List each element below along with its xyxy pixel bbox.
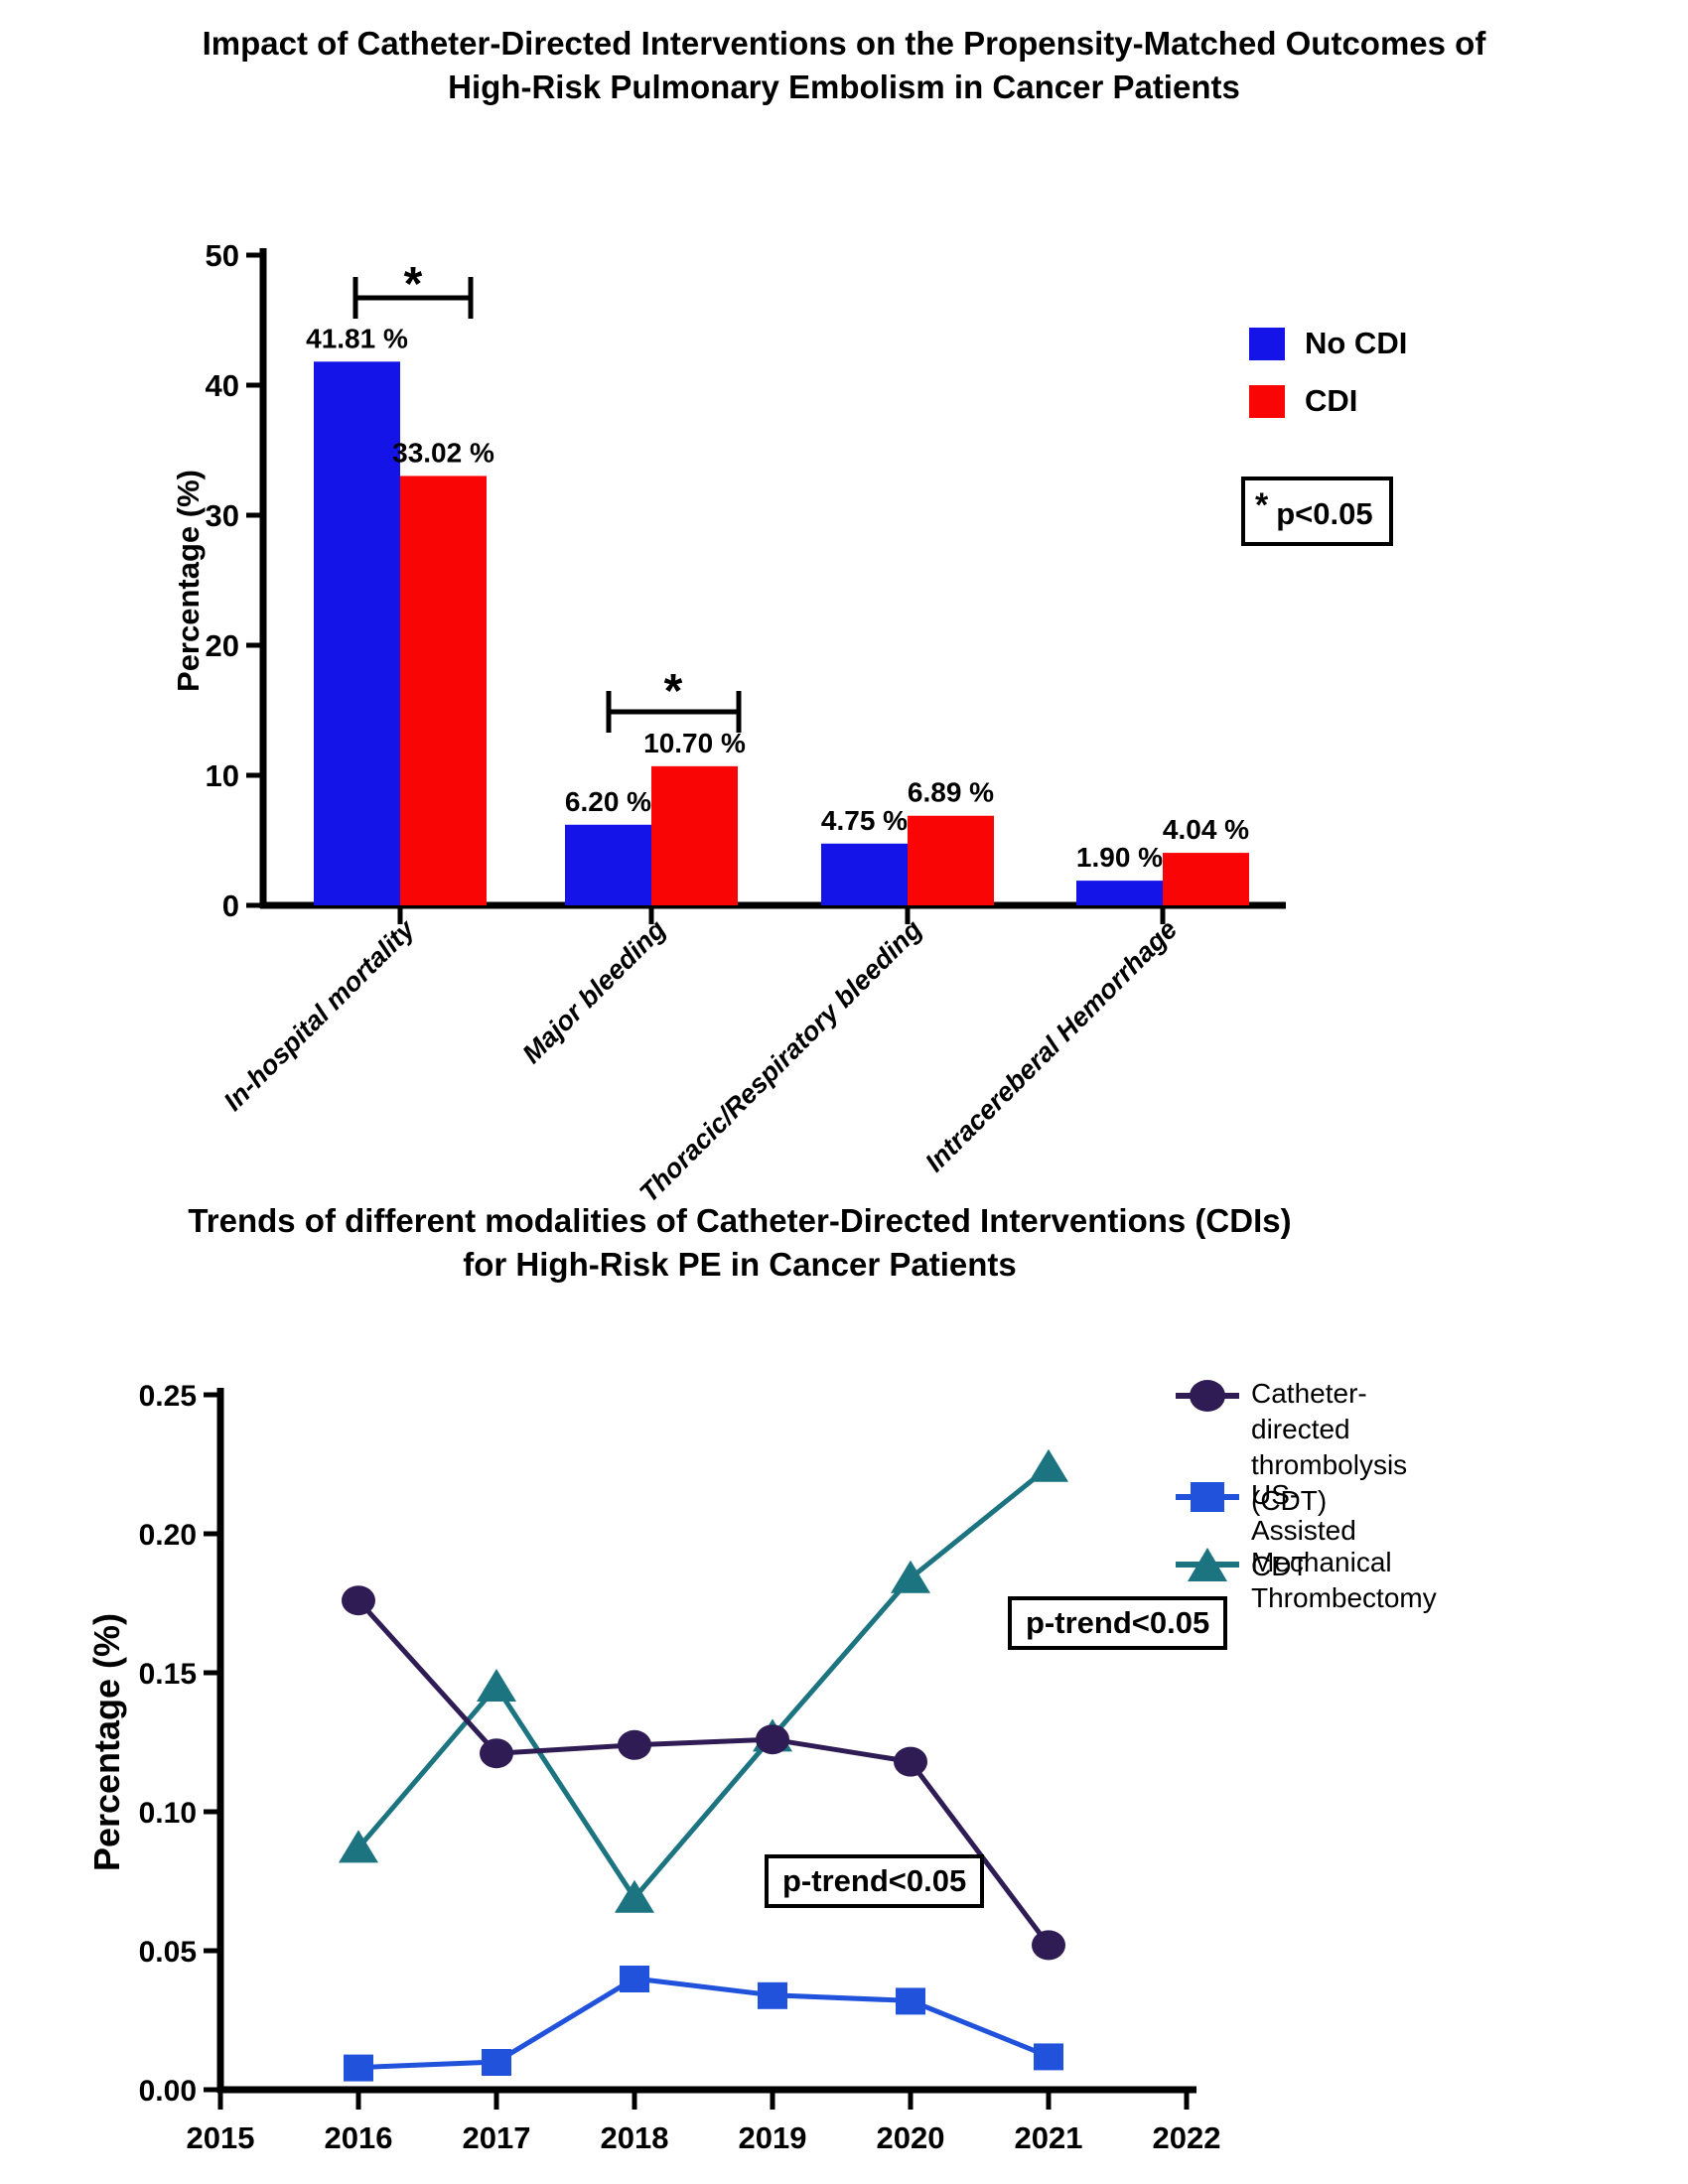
x-tick-label: 2019 xyxy=(739,2120,807,2155)
cdt-circle-icon xyxy=(1190,1380,1225,1412)
bar-chart-y-axis-label: Percentage (%) xyxy=(171,470,206,692)
bar-no-cdi-1 xyxy=(565,824,651,905)
x-tick-label: 2017 xyxy=(463,2120,531,2155)
point-triangle-2017 xyxy=(477,1669,516,1702)
y-tick-label: 0.10 xyxy=(139,1797,197,1830)
line-chart-title: Trends of different modalities of Cathet… xyxy=(0,1199,1479,1287)
y-tick-label: 0.00 xyxy=(139,2075,197,2108)
point-circle-2021 xyxy=(1032,1930,1065,1961)
category-label: Thoracic/Respiratory bleeding xyxy=(633,914,927,1208)
bar-cdi-1 xyxy=(651,765,738,905)
point-circle-2019 xyxy=(756,1724,789,1755)
bar-no-cdi-3 xyxy=(1076,881,1163,905)
y-tick-label: 0.15 xyxy=(139,1658,197,1691)
bar-chart-title-line2: High-Risk Pulmonary Embolism in Cancer P… xyxy=(448,68,1240,105)
thrombectomy-legend-marker xyxy=(1176,1539,1239,1590)
y-tick-label: 0.05 xyxy=(139,1936,197,1969)
us-cdt-legend-marker xyxy=(1176,1471,1239,1523)
series-line-1 xyxy=(357,1976,1050,2071)
p-trend-box-cdt: p-trend<0.05 xyxy=(765,1854,985,1908)
legend-item-cdi: CDI xyxy=(1249,383,1407,419)
no-cdi-label: No CDI xyxy=(1305,326,1408,360)
x-tick-label: 2018 xyxy=(601,2120,669,2155)
thrombectomy-legend-label: Mechanical Thrombectomy xyxy=(1251,1547,1437,1613)
y-tick-label: 0.20 xyxy=(139,1519,197,1552)
bar-cdi-3 xyxy=(1163,853,1249,905)
y-tick-label: 20 xyxy=(206,628,239,663)
point-circle-2020 xyxy=(894,1746,927,1777)
legend-item-no-cdi: No CDI xyxy=(1249,326,1407,361)
point-triangle-2020 xyxy=(891,1560,930,1593)
bar-value-label: 6.20 % xyxy=(565,786,651,817)
significance-asterisk: * xyxy=(1255,486,1269,524)
y-tick-label: 50 xyxy=(206,238,239,273)
bar-value-label: 1.90 % xyxy=(1076,842,1163,873)
p-trend-box-thrombectomy: p-trend<0.05 xyxy=(1008,1596,1228,1650)
legend-item-thrombectomy: Mechanical Thrombectomy xyxy=(1176,1539,1437,1616)
bar-value-label: 4.75 % xyxy=(821,805,908,836)
y-tick-label: 0 xyxy=(222,888,239,923)
category-label: Intracereberal Hemorrhage xyxy=(919,914,1183,1177)
x-tick-label: 2020 xyxy=(877,2120,945,2155)
no-cdi-swatch-icon xyxy=(1249,327,1285,360)
line-chart-title-line2: for High-Risk PE in Cancer Patients xyxy=(463,1246,1017,1283)
bar-value-label: 33.02 % xyxy=(392,437,494,468)
line-chart-y-axis-label: Percentage (%) xyxy=(86,1613,127,1871)
bar-chart-title: Impact of Catheter-Directed Intervention… xyxy=(60,22,1628,109)
bar-no-cdi-2 xyxy=(821,843,908,905)
sig-asterisk: * xyxy=(404,258,423,311)
significance-text: p<0.05 xyxy=(1276,496,1373,531)
point-square-2021 xyxy=(1034,2043,1063,2071)
x-tick-label: 2016 xyxy=(325,2120,393,2155)
point-triangle-2018 xyxy=(615,1879,654,1913)
cdi-label: CDI xyxy=(1305,383,1358,418)
cdt-legend-label-line1: Catheter-directed thrombolysis xyxy=(1251,1378,1408,1480)
bar-chart-title-line1: Impact of Catheter-Directed Intervention… xyxy=(202,25,1486,62)
sig-asterisk: * xyxy=(664,665,683,718)
point-triangle-2016 xyxy=(339,1830,378,1863)
cdt-legend-label-line2: (CDT) xyxy=(1251,1485,1328,1516)
bar-cdi-2 xyxy=(908,815,994,905)
x-tick-label: 2015 xyxy=(187,2120,255,2155)
bar-value-label: 41.81 % xyxy=(306,323,408,353)
bar-value-label: 10.70 % xyxy=(643,728,746,758)
category-label: In-hospital mortality xyxy=(218,913,422,1117)
y-tick-label: 30 xyxy=(206,498,239,533)
us-cdt-legend-label: US-Assisted CDT xyxy=(1251,1479,1356,1581)
bar-no-cdi-0 xyxy=(314,361,400,905)
point-square-2018 xyxy=(620,1966,649,1992)
cdt-legend-marker xyxy=(1176,1370,1239,1422)
x-tick-label: 2022 xyxy=(1153,2120,1221,2155)
thrombectomy-triangle-icon xyxy=(1188,1548,1227,1581)
point-circle-2017 xyxy=(480,1738,513,1769)
bar-value-label: 6.89 % xyxy=(908,777,994,808)
y-tick-label: 40 xyxy=(206,368,239,403)
category-label: Major bleeding xyxy=(516,914,671,1069)
cdi-swatch-icon xyxy=(1249,384,1285,418)
point-square-2019 xyxy=(758,1981,787,2009)
point-circle-2016 xyxy=(342,1585,375,1616)
y-tick-label: 0.25 xyxy=(139,1380,197,1413)
bar-cdi-0 xyxy=(400,476,487,905)
point-square-2020 xyxy=(896,1987,925,2015)
x-tick-label: 2021 xyxy=(1015,2120,1083,2155)
point-square-2016 xyxy=(344,2054,373,2082)
us-cdt-square-icon xyxy=(1191,1482,1224,1512)
cdt-legend-label: Catheter-directed thrombolysis (CDT) xyxy=(1251,1370,1407,1519)
y-tick-label: 10 xyxy=(206,758,239,793)
point-circle-2018 xyxy=(618,1729,651,1760)
bar-chart-legend: No CDI CDI xyxy=(1249,326,1407,441)
point-triangle-2021 xyxy=(1029,1448,1068,1482)
bar-value-label: 4.04 % xyxy=(1163,814,1249,845)
series-line-2 xyxy=(356,1464,1051,1902)
significance-note-box: * p<0.05 xyxy=(1241,477,1393,546)
point-square-2017 xyxy=(482,2049,511,2076)
legend-item-us-cdt: US-Assisted CDT xyxy=(1176,1471,1356,1584)
line-chart-title-line1: Trends of different modalities of Cathet… xyxy=(188,1202,1292,1239)
series-line-0 xyxy=(356,1598,1051,1947)
legend-item-cdt: Catheter-directed thrombolysis (CDT) xyxy=(1176,1370,1407,1519)
